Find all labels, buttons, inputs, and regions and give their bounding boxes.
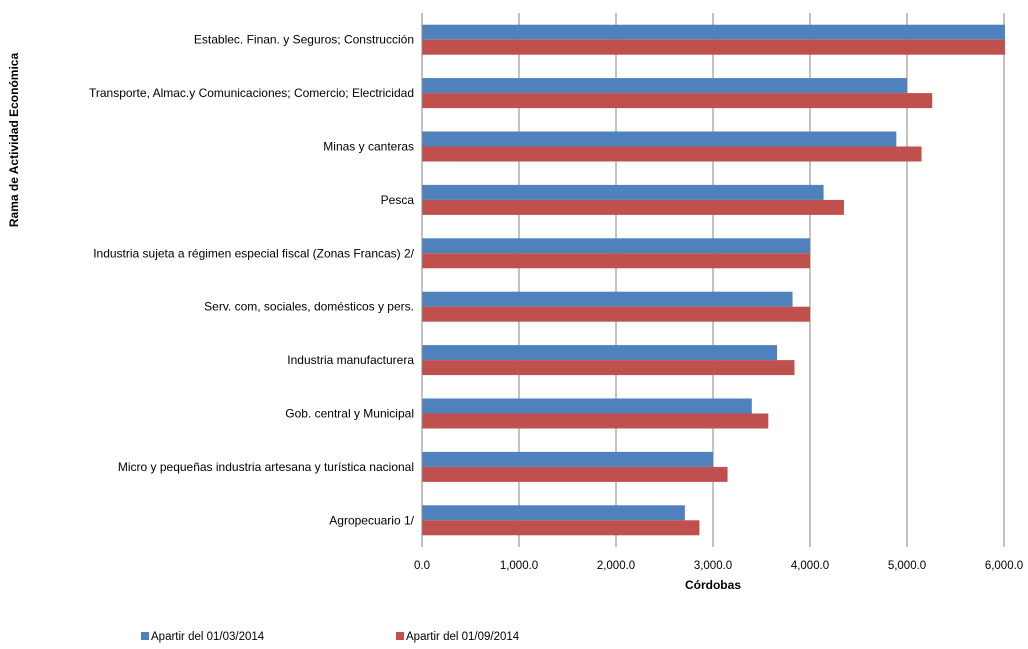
bar — [422, 451, 713, 467]
x-tick-label: 2,000.0 — [597, 560, 635, 572]
bar — [422, 39, 1005, 55]
bar — [422, 184, 824, 200]
bar — [422, 520, 700, 536]
legend-label: Apartir del 01/09/2014 — [406, 631, 520, 643]
legend-swatch — [396, 632, 404, 640]
bar — [422, 131, 897, 147]
category-label: Agropecuario 1/ — [329, 513, 414, 527]
category-label: Pesca — [381, 193, 415, 207]
bar — [422, 24, 1005, 40]
bars — [422, 24, 1005, 536]
bar — [422, 345, 778, 361]
bar — [422, 78, 907, 94]
category-label: Establec. Finan. y Seguros; Construcción — [194, 33, 414, 47]
x-tick-label: 5,000.0 — [888, 560, 926, 572]
bar — [422, 146, 922, 162]
bar — [422, 238, 810, 254]
y-axis-title: Rama de Actividad Económica — [7, 53, 21, 228]
bar — [422, 505, 685, 521]
category-labels: Establec. Finan. y Seguros; Construcción… — [89, 33, 415, 528]
category-label: Micro y pequeñas industria artesana y tu… — [118, 460, 414, 474]
bar — [422, 199, 844, 215]
bar — [422, 93, 933, 109]
legend-item: Apartir del 01/03/2014 — [141, 631, 265, 643]
category-label: Gob. central y Municipal — [285, 407, 414, 421]
x-tick-label: 6,000.0 — [985, 560, 1023, 572]
legend: Apartir del 01/03/2014 Apartir del 01/09/… — [141, 631, 520, 643]
x-axis-title: Córdobas — [685, 578, 741, 592]
x-tick-label: 3,000.0 — [694, 560, 732, 572]
x-tick-label: 0.0 — [414, 560, 430, 572]
category-label: Industria sujeta a régimen especial fisc… — [93, 246, 414, 260]
category-label: Transporte, Almac.y Comunicaciones; Come… — [89, 86, 414, 100]
category-label: Minas y canteras — [323, 140, 414, 154]
bar — [422, 413, 769, 429]
legend-label: Apartir del 01/03/2014 — [151, 631, 265, 643]
bar — [422, 360, 795, 376]
bar — [422, 253, 810, 269]
x-tick-labels: 0.0 1,000.0 2,000.0 3,000.0 4,000.0 5,000.0 6,… — [414, 560, 1023, 572]
bar — [422, 306, 810, 322]
bar — [422, 291, 793, 307]
bar — [422, 466, 728, 482]
legend-item: Apartir del 01/09/2014 — [396, 631, 520, 643]
x-tick-label: 4,000.0 — [791, 560, 829, 572]
bar — [422, 398, 752, 414]
category-label: Serv. com, sociales, domésticos y pers. — [204, 300, 414, 314]
category-label: Industria manufacturera — [287, 353, 414, 367]
legend-swatch — [141, 632, 149, 640]
x-tick-label: 1,000.0 — [500, 560, 538, 572]
